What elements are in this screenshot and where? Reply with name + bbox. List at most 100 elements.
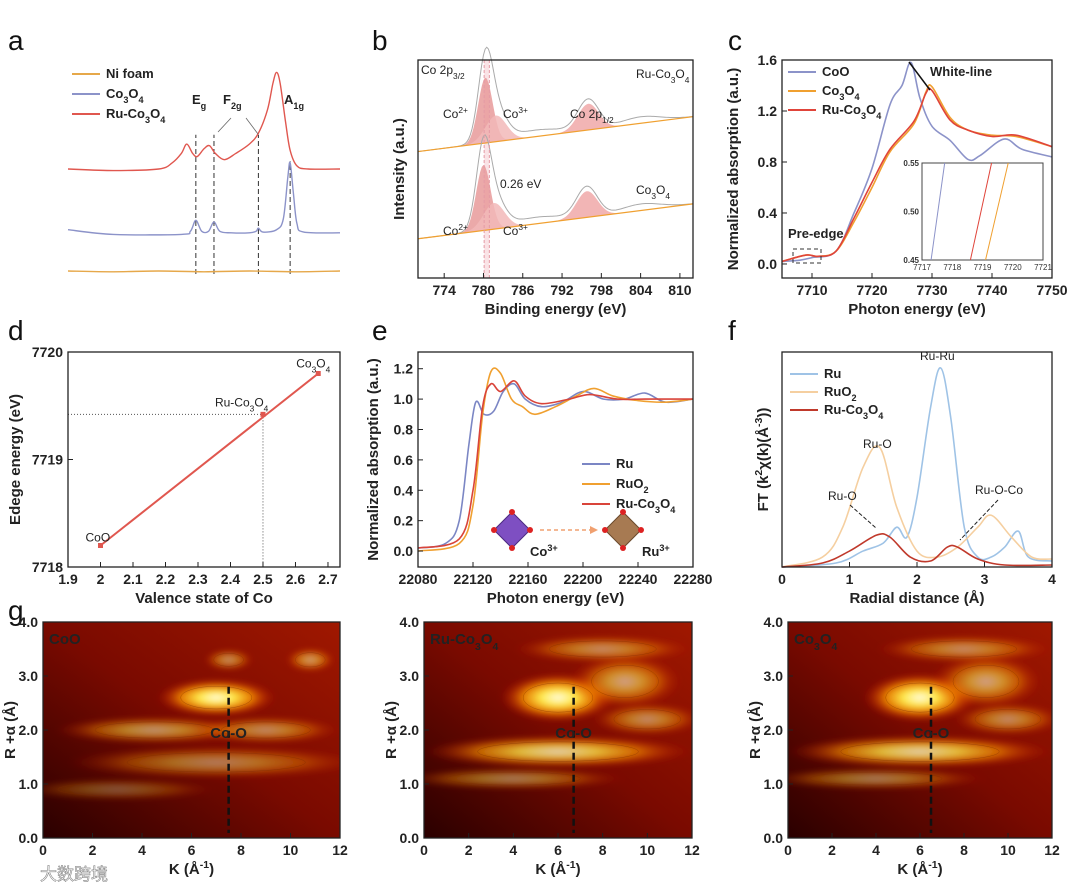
text-run: 2 (753, 470, 765, 476)
inset-y-tick-label: 0.55 (903, 159, 919, 168)
heatmap (424, 622, 692, 838)
fitted-peak (457, 77, 513, 147)
contour-line (840, 741, 1000, 762)
mode-label-f2g: F2g (223, 92, 242, 111)
x-tick-label: 12 (1044, 842, 1060, 858)
y-axis-label: Normalized absorption (a.u.) (725, 68, 742, 271)
y-tick-label: 0.0 (764, 830, 784, 846)
co2p12-label: Co 2p1/2 (570, 107, 614, 125)
y-axis-label: Normalized absorption (a.u.) (365, 358, 382, 561)
text-run: 3 (839, 92, 844, 102)
series-line (67, 161, 341, 236)
text-run: 4 (665, 191, 670, 201)
white-line-label: White-line (930, 64, 992, 79)
contour-line (591, 664, 659, 698)
heatmap (43, 622, 340, 838)
text-run: Ru-Co (822, 102, 861, 117)
x-tick-label: 4 (872, 842, 880, 858)
y-tick-label: 0.2 (394, 513, 414, 529)
x-tick-label: 22120 (454, 571, 493, 587)
text-run: Ru-Co (824, 402, 863, 417)
text-run: 4 (855, 92, 861, 102)
text-run: Ni foam (106, 66, 154, 81)
text-run: Ru-Co (106, 106, 145, 121)
series-line (781, 532, 1053, 568)
co2p32-label: Co 2p3/2 (421, 63, 465, 81)
legend-label: RuO2 (824, 384, 857, 403)
fitted-peak (454, 115, 538, 147)
text-run: 3 (863, 411, 868, 421)
text-run: ) (576, 861, 581, 878)
x-tick-label: 2.7 (318, 571, 338, 587)
heat-blob (513, 635, 692, 663)
inset-line (969, 162, 993, 261)
inset-x-tick-label: 7719 (974, 263, 992, 272)
x-tick-label: 8 (599, 842, 607, 858)
x-axis-label: K (Å-1) (897, 859, 942, 878)
series-line (781, 445, 1053, 568)
x-axis-label: K (Å-1) (169, 859, 214, 878)
envelope-line (417, 134, 694, 240)
text-run: Normalized absorption (a.u.) (365, 358, 382, 561)
text-run: 4 (264, 403, 269, 413)
text-run: 3 (671, 75, 676, 85)
x-tick-label: 2.2 (156, 571, 176, 587)
contour-line (126, 752, 306, 773)
inset-y-tick-label: 0.50 (903, 208, 919, 217)
y-tick-label: 7718 (32, 559, 63, 575)
text-run: A (284, 92, 294, 107)
inset-x-tick-label: 7717 (913, 263, 931, 272)
text-run: -1 (566, 859, 575, 871)
ru-o-co-label: Ru-O-Co (975, 483, 1023, 497)
text-run: -1 (200, 859, 209, 871)
y-tick-label: 7720 (32, 344, 63, 360)
data-point (97, 543, 103, 548)
ru-octahedron-icon (604, 511, 642, 549)
text-run: K (Å (169, 861, 200, 878)
y-tick-label: 1.2 (758, 103, 778, 119)
text-run: Intensity (a.u.) (391, 118, 408, 220)
co-o-label: Co-O (913, 725, 950, 742)
series-line (417, 382, 694, 549)
text-run: 4 (685, 75, 690, 85)
heat-blob (876, 635, 1052, 663)
co3plus-label: Co3+ (503, 222, 528, 238)
text-run: Ru-Co (215, 395, 250, 409)
text-run: ) (938, 861, 943, 878)
x-tick-label: 22160 (509, 571, 548, 587)
arrow (849, 504, 877, 529)
oxygen-atom-icon (509, 545, 515, 551)
y-tick-label: 0.0 (400, 830, 420, 846)
y-axis-label: R +α (Å) (383, 701, 400, 759)
text-run: Ru (824, 366, 841, 381)
text-run: Co (503, 107, 519, 121)
arrow (217, 117, 232, 133)
x-tick-label: 4 (138, 842, 146, 858)
oxygen-atom-icon (620, 545, 626, 551)
arrow-head-icon (590, 526, 598, 534)
inset-line (985, 162, 1009, 261)
inset-y-tick-label: 0.45 (903, 256, 919, 265)
x-tick-label: 7710 (796, 282, 827, 298)
x-tick-label: 22080 (399, 571, 438, 587)
co3plus-label: Co3+ (503, 105, 528, 121)
oxygen-atom-icon (491, 527, 497, 533)
fit-line (99, 372, 319, 547)
text-run: Co (822, 83, 839, 98)
data-point (315, 371, 321, 376)
heat-blob (424, 767, 625, 790)
background-line (417, 116, 694, 153)
heat-blob (424, 735, 692, 768)
ru-o-label: Ru-O (863, 437, 892, 451)
text-run: Ru (616, 456, 633, 471)
oxygen-atom-icon (509, 509, 515, 515)
x-tick-label: 1.9 (58, 571, 78, 587)
text-run: Co (443, 107, 459, 121)
text-run: 2g (231, 101, 242, 111)
text-run: Edege energy (eV) (7, 394, 24, 525)
x-tick-label: 0 (420, 842, 428, 858)
watermark: 大数跨境 (40, 865, 108, 884)
heat-blob (67, 746, 340, 779)
contour-line (94, 721, 215, 739)
